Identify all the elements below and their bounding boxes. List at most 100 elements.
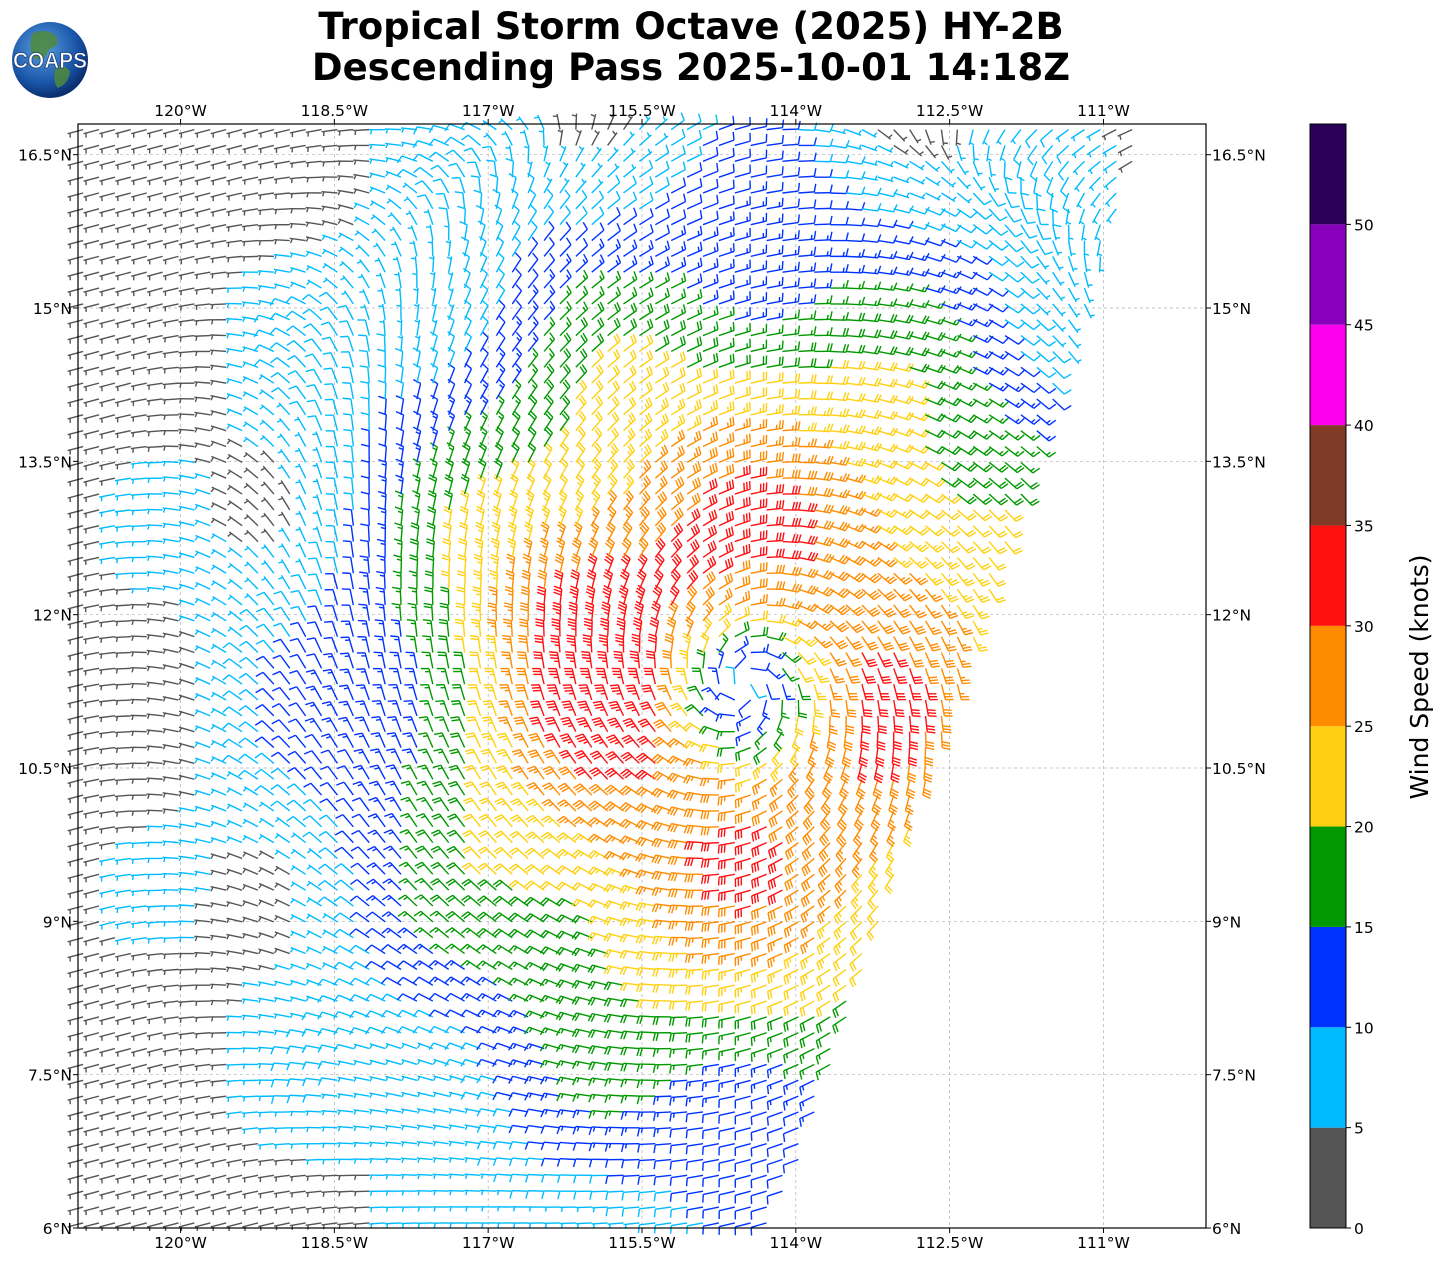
barb-half xyxy=(643,935,647,941)
wind-barb xyxy=(429,894,450,907)
wind-barb xyxy=(603,801,624,812)
barb-half xyxy=(595,853,600,858)
wind-barb xyxy=(571,1012,592,1022)
barb-full xyxy=(558,980,565,989)
wind-barb xyxy=(385,1174,402,1180)
barb-full xyxy=(590,1046,596,1055)
barb-half xyxy=(373,783,379,787)
barb-full xyxy=(769,1021,773,1030)
barb-full xyxy=(254,768,262,776)
wind-barb xyxy=(178,1095,195,1104)
wind-barb xyxy=(652,1047,672,1057)
barb-half xyxy=(370,1207,373,1213)
barb-full xyxy=(766,1133,769,1142)
barb-half xyxy=(385,1093,389,1098)
barb-full xyxy=(668,921,672,930)
barb-half xyxy=(387,880,393,885)
barb-full xyxy=(571,980,578,989)
barb-half xyxy=(512,1027,517,1033)
barb-full xyxy=(782,1133,786,1142)
wind-barb xyxy=(834,889,847,909)
barb-full xyxy=(756,909,759,918)
wind-barb xyxy=(768,794,783,813)
barb-shaft xyxy=(115,1032,131,1038)
wind-barb xyxy=(115,1016,131,1025)
wind-barb xyxy=(83,905,100,915)
barb-shaft xyxy=(402,993,418,1002)
barb-shaft xyxy=(735,1222,751,1228)
wind-barb xyxy=(668,936,688,946)
barb-half xyxy=(656,1096,659,1102)
barb-half xyxy=(306,914,311,920)
barb-half xyxy=(194,806,198,812)
wind-barb xyxy=(528,1222,545,1228)
wind-barb xyxy=(480,1206,497,1212)
wind-barb xyxy=(667,888,688,898)
wind-barb xyxy=(385,1206,402,1213)
barb-half xyxy=(274,834,280,839)
barb-half xyxy=(401,1174,405,1180)
wind-barb xyxy=(162,1047,179,1056)
barb-half xyxy=(528,1223,532,1228)
barb-shaft xyxy=(464,1075,481,1081)
barb-shaft xyxy=(67,1222,84,1228)
barb-full xyxy=(756,830,760,840)
wind-barb xyxy=(717,905,735,918)
wind-barb xyxy=(369,1206,386,1213)
barb-full xyxy=(539,978,546,987)
barb-full xyxy=(334,830,343,836)
barb-full xyxy=(786,927,790,937)
barb-full xyxy=(349,895,358,902)
wind-barb xyxy=(783,1047,799,1064)
wind-barb xyxy=(131,1063,147,1073)
barb-shaft xyxy=(751,1111,767,1118)
barb-full xyxy=(671,969,675,978)
barb-half xyxy=(417,1076,421,1082)
barb-full xyxy=(766,1070,770,1079)
wind-barb xyxy=(99,1174,116,1184)
barb-full xyxy=(619,982,625,991)
wind-barb xyxy=(702,1174,720,1187)
wind-barb xyxy=(734,1127,751,1141)
wind-barb xyxy=(540,1092,561,1101)
barb-shaft xyxy=(512,1141,529,1145)
barb-shaft xyxy=(274,980,290,986)
wind-barb xyxy=(83,1111,100,1121)
barb-half xyxy=(656,1064,659,1070)
wind-barb xyxy=(685,1016,704,1027)
wind-barb xyxy=(83,952,100,962)
wind-barb xyxy=(369,1092,386,1099)
wind-barb xyxy=(115,984,131,994)
wind-barb xyxy=(431,813,450,828)
barb-half xyxy=(464,1141,468,1147)
barb-shaft xyxy=(242,981,259,986)
barb-half xyxy=(417,1190,420,1196)
barb-full xyxy=(606,982,612,991)
barb-full xyxy=(476,976,484,984)
barb-shaft xyxy=(434,992,450,1002)
barb-full xyxy=(701,907,704,917)
wind-barb xyxy=(734,889,751,903)
barb-full xyxy=(784,898,788,907)
barb-full xyxy=(555,1060,561,1069)
barb-shaft xyxy=(687,1111,704,1115)
wind-barb xyxy=(718,1000,735,1013)
barb-full xyxy=(686,825,691,834)
barb-full xyxy=(556,1125,561,1135)
wind-barb xyxy=(589,1174,608,1184)
wind-barb xyxy=(750,937,767,952)
barb-full xyxy=(703,827,707,836)
barb-full xyxy=(720,828,723,838)
barb-half xyxy=(528,979,533,985)
barb-full xyxy=(365,911,373,918)
wind-barb xyxy=(669,1095,688,1106)
barb-full xyxy=(590,1062,596,1071)
barb-half xyxy=(659,952,662,958)
barb-shaft xyxy=(305,1094,322,1097)
wind-barb xyxy=(270,1095,290,1104)
barb-half xyxy=(386,1223,389,1229)
barb-full xyxy=(492,1124,498,1134)
barb-half xyxy=(805,942,809,948)
wind-barb xyxy=(226,803,243,812)
wind-barb xyxy=(210,820,227,828)
